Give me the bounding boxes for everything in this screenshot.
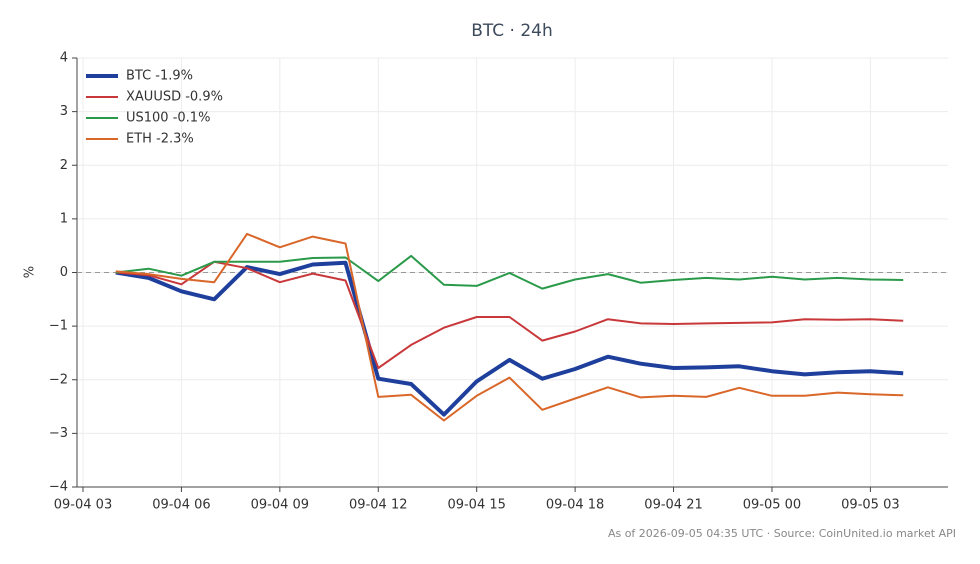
series-line [115,260,904,369]
chart-title: BTC · 24h [471,21,553,41]
y-tick-label: 1 [60,211,68,226]
y-tick-label: 4 [60,51,68,66]
legend-label: BTC -1.9% [126,69,193,84]
legend-label: XAUUSD -0.9% [126,90,223,105]
x-tick-label: 09-04 21 [644,498,702,513]
y-tick-label: −1 [49,319,68,334]
y-axis-label: % [23,266,38,278]
series-line [115,232,904,422]
x-tick-label: 09-05 00 [743,498,801,513]
footnote: As of 2026-09-05 04:35 UTC · Source: Coi… [608,527,956,540]
x-tick-label: 09-05 03 [841,498,899,513]
y-tick-label: −2 [49,372,68,387]
x-tick-label: 09-04 09 [251,498,309,513]
y-tick-label: 2 [60,158,68,173]
legend-label: US100 -0.1% [126,111,210,126]
series-line [115,254,904,290]
y-tick-label: −4 [49,480,68,495]
y-tick-label: 3 [60,104,68,119]
x-tick-label: 09-04 18 [546,498,604,513]
x-tick-label: 09-04 15 [447,498,505,513]
y-tick-label: −3 [49,426,68,441]
x-tick-label: 09-04 03 [54,498,112,513]
x-tick-label: 09-04 12 [349,498,407,513]
y-tick-label: 0 [60,265,68,280]
x-tick-label: 09-04 06 [152,498,210,513]
legend-label: ETH -2.3% [126,132,194,147]
series-line [115,260,904,417]
